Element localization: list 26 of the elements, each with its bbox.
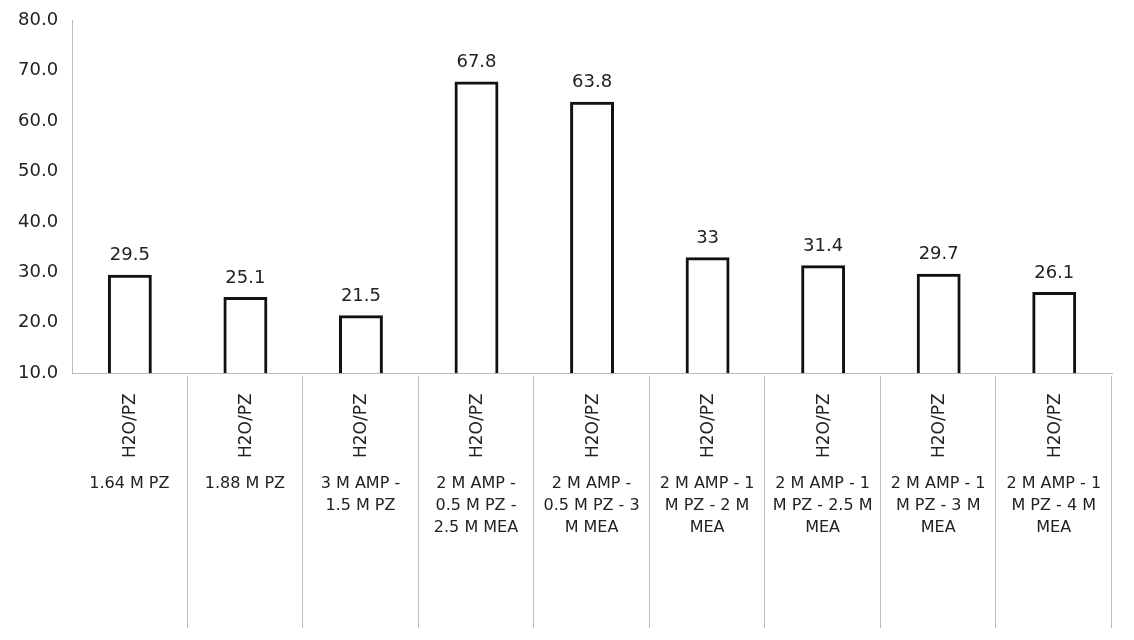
x-tick-label: H2O/PZ 1.64 M PZ [89,392,170,495]
x-tick-label: H2O/PZ 3 M AMP - 1.5 M PZ [319,392,402,517]
data-label: 29.5 [109,243,150,265]
y-tick-label: 80.0 [18,7,59,29]
x-tick-label: H2O/PZ 2 M AMP - 0.5 M PZ - 2.5 M MEA [432,392,520,539]
y-tick-label: 50.0 [18,159,59,181]
data-label: 25.1 [225,265,266,287]
x-tick-label: H2O/PZ 2 M AMP - 1 M PZ - 2.5 M MEA [771,392,874,539]
x-tick-label: H2O/PZ 2 M AMP - 0.5 M PZ - 3 M MEA [542,392,641,539]
data-label: 29.7 [918,242,959,264]
y-tick-label: 60.0 [18,108,59,130]
y-tick-label: 20.0 [18,310,59,332]
y-tick-label: 30.0 [18,259,59,281]
y-tick-label: 10.0 [18,360,59,382]
data-label: 31.4 [803,233,844,255]
y-tick-label: 40.0 [18,209,59,231]
x-tick-label: H2O/PZ 2 M AMP - 1 M PZ - 2 M MEA [658,392,756,539]
x-tick-label: H2O/PZ 2 M AMP - 1 M PZ - 4 M MEA [1005,392,1103,539]
data-label: 63.8 [572,70,613,92]
data-label: 21.5 [340,283,381,305]
y-tick-label: 70.0 [18,58,59,80]
x-tick-label: H2O/PZ 2 M AMP - 1 M PZ - 3 M MEA [889,392,987,539]
data-label: 26.1 [1034,260,1075,282]
data-label: 33 [696,225,720,247]
x-tick-label: H2O/PZ 1.88 M PZ [204,392,285,495]
data-label: 67.8 [456,50,497,72]
